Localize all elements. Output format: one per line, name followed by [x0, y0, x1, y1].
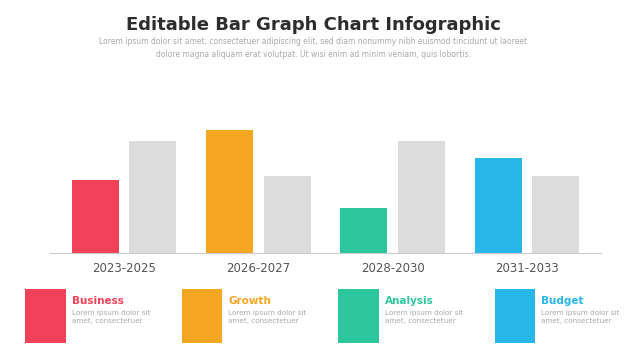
Text: Lorem ipsum dolor sit
amet, consectetuer: Lorem ipsum dolor sit amet, consectetuer	[228, 310, 307, 324]
Bar	[130, 141, 177, 253]
Text: Lorem ipsum dolor sit
amet, consectetuer: Lorem ipsum dolor sit amet, consectetuer	[72, 310, 150, 324]
Bar	[475, 158, 521, 253]
Text: Lorem ipsum dolor sit
amet, consectetuer: Lorem ipsum dolor sit amet, consectetuer	[541, 310, 620, 324]
Bar	[71, 180, 118, 253]
Bar	[341, 208, 387, 253]
Text: Analysis: Analysis	[385, 296, 434, 306]
Text: Business: Business	[72, 296, 124, 306]
Text: Editable Bar Graph Chart Infographic: Editable Bar Graph Chart Infographic	[126, 16, 500, 34]
Text: Growth: Growth	[228, 296, 271, 306]
Bar	[533, 176, 580, 253]
Bar	[206, 130, 253, 253]
Bar	[398, 141, 445, 253]
Text: Lorem ipsum dolor sit
amet, consectetuer: Lorem ipsum dolor sit amet, consectetuer	[385, 310, 463, 324]
Text: Budget: Budget	[541, 296, 584, 306]
Text: Lorem ipsum dolor sit amet, consectetuer adipiscing elit, sed diam nonummy nibh : Lorem ipsum dolor sit amet, consectetuer…	[99, 37, 527, 59]
Bar	[264, 176, 310, 253]
